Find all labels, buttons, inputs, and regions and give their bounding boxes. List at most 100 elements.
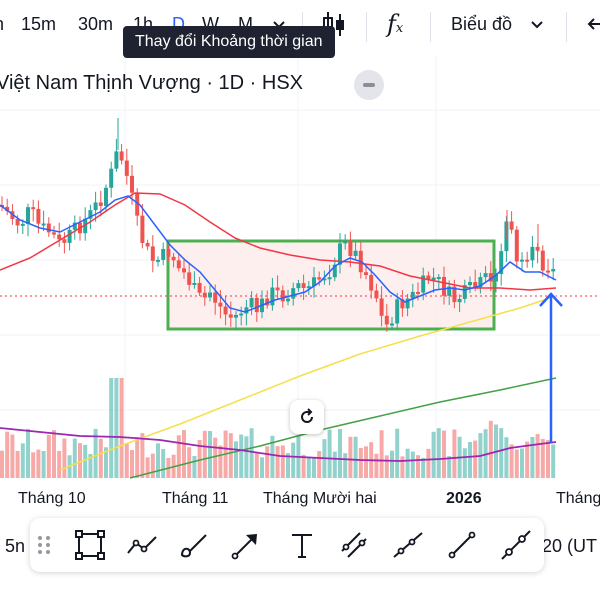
- candle-body: [384, 315, 389, 325]
- interval-15m[interactable]: 15m: [21, 14, 57, 34]
- volume-bar: [384, 455, 389, 478]
- toolbar-divider: [366, 12, 367, 42]
- candle-body: [171, 256, 176, 261]
- volume-bar: [208, 431, 212, 478]
- candle-body: [447, 286, 452, 296]
- volume-bar: [88, 454, 93, 478]
- volume-bar: [26, 428, 30, 478]
- interval-tooltip: Thay đổi Khoảng thời gian: [123, 26, 335, 58]
- extended-line-icon[interactable]: [500, 529, 532, 561]
- text-icon[interactable]: [286, 529, 318, 561]
- volume-bar: [124, 443, 129, 478]
- range-label[interactable]: 5n: [5, 536, 26, 556]
- volume-bar: [301, 454, 306, 478]
- candle-body: [473, 282, 478, 288]
- ma-slow-green-line: [129, 377, 557, 479]
- candle-body: [488, 273, 493, 282]
- candle-body: [156, 259, 160, 262]
- path-icon[interactable]: [126, 529, 158, 561]
- undo-arrow-icon[interactable]: [585, 14, 600, 39]
- volume-bar: [317, 451, 322, 478]
- candle-body: [213, 292, 218, 303]
- volume-bar: [260, 457, 264, 478]
- volume-bar: [83, 444, 88, 478]
- volume-bar: [374, 453, 379, 478]
- timezone-label[interactable]: 20 (UT: [542, 536, 598, 556]
- ma-fast-line: [0, 195, 557, 313]
- candle-body: [239, 313, 244, 316]
- candle-body: [468, 282, 472, 286]
- volume-bar: [520, 448, 524, 478]
- candle-body: [499, 251, 504, 275]
- candle-body: [296, 283, 301, 289]
- volume-bar: [390, 450, 394, 478]
- rotate-icon[interactable]: [290, 400, 324, 434]
- candle-body: [46, 223, 51, 233]
- x-axis-label: Tháng 10: [18, 490, 86, 507]
- ray-icon[interactable]: [392, 529, 424, 561]
- candle-body: [343, 240, 348, 244]
- interval-hour[interactable]: h: [0, 14, 4, 35]
- candle-body: [327, 277, 332, 280]
- volume-bar: [551, 444, 556, 478]
- candle-body: [483, 273, 488, 278]
- candle-body: [426, 275, 431, 281]
- candle-body: [431, 277, 436, 281]
- blue-arrow: [539, 292, 563, 443]
- parallel-channel-icon[interactable]: [338, 529, 370, 561]
- volume-bar: [31, 452, 36, 478]
- volume-bar: [213, 437, 218, 478]
- rectangle-icon[interactable]: [74, 529, 106, 561]
- volume-bar: [421, 457, 426, 478]
- candle-body: [228, 314, 233, 318]
- volume-bar: [525, 441, 530, 478]
- collapse-icon[interactable]: [354, 70, 384, 100]
- volume-bar: [535, 434, 540, 478]
- candle-body: [400, 299, 405, 309]
- candle-body: [130, 175, 134, 193]
- candle-body: [98, 202, 103, 206]
- arrow-icon[interactable]: [230, 529, 262, 561]
- brush-icon[interactable]: [178, 529, 210, 561]
- volume-bar: [338, 429, 342, 478]
- candle-body: [124, 160, 129, 176]
- candle-body: [322, 278, 327, 281]
- volume-ma-line: [0, 427, 557, 462]
- candle-body: [62, 239, 67, 243]
- volume-bar: [150, 453, 155, 478]
- price-chart[interactable]: [0, 0, 600, 514]
- candle-body: [353, 250, 358, 256]
- candle-body: [208, 292, 212, 298]
- volume-bar: [405, 448, 410, 478]
- candle-body: [187, 272, 192, 285]
- volume-bar: [109, 378, 114, 478]
- fx-icon[interactable]: fx: [387, 10, 404, 38]
- chart-style-chevron-icon[interactable]: [530, 14, 544, 39]
- volume-bars: [0, 378, 556, 478]
- interval-30m[interactable]: 30m: [78, 14, 114, 34]
- candle-body: [20, 223, 25, 226]
- volume-bar: [530, 436, 535, 478]
- candle-body: [546, 270, 550, 273]
- volume-bar: [504, 437, 509, 478]
- volume-bar: [244, 436, 249, 478]
- volume-bar: [72, 438, 77, 478]
- candle-body: [166, 248, 171, 257]
- volume-bar: [416, 455, 420, 478]
- x-axis-label: 2026: [446, 490, 482, 507]
- chart-style-label[interactable]: Biểu đồ: [451, 14, 513, 34]
- volume-bar: [234, 441, 238, 478]
- volume-bar: [395, 428, 400, 478]
- volume-bar: [332, 451, 337, 478]
- volume-bar: [182, 430, 186, 478]
- candle-body: [520, 259, 524, 262]
- volume-bar: [343, 453, 348, 478]
- drag-handle-icon[interactable]: [36, 529, 52, 561]
- volume-bar: [15, 450, 20, 478]
- candle-body: [72, 222, 77, 230]
- trend-line-icon[interactable]: [446, 529, 478, 561]
- volume-bar: [364, 446, 368, 478]
- candle-body: [140, 215, 145, 243]
- candle-body: [119, 151, 124, 161]
- volume-bar: [265, 446, 270, 478]
